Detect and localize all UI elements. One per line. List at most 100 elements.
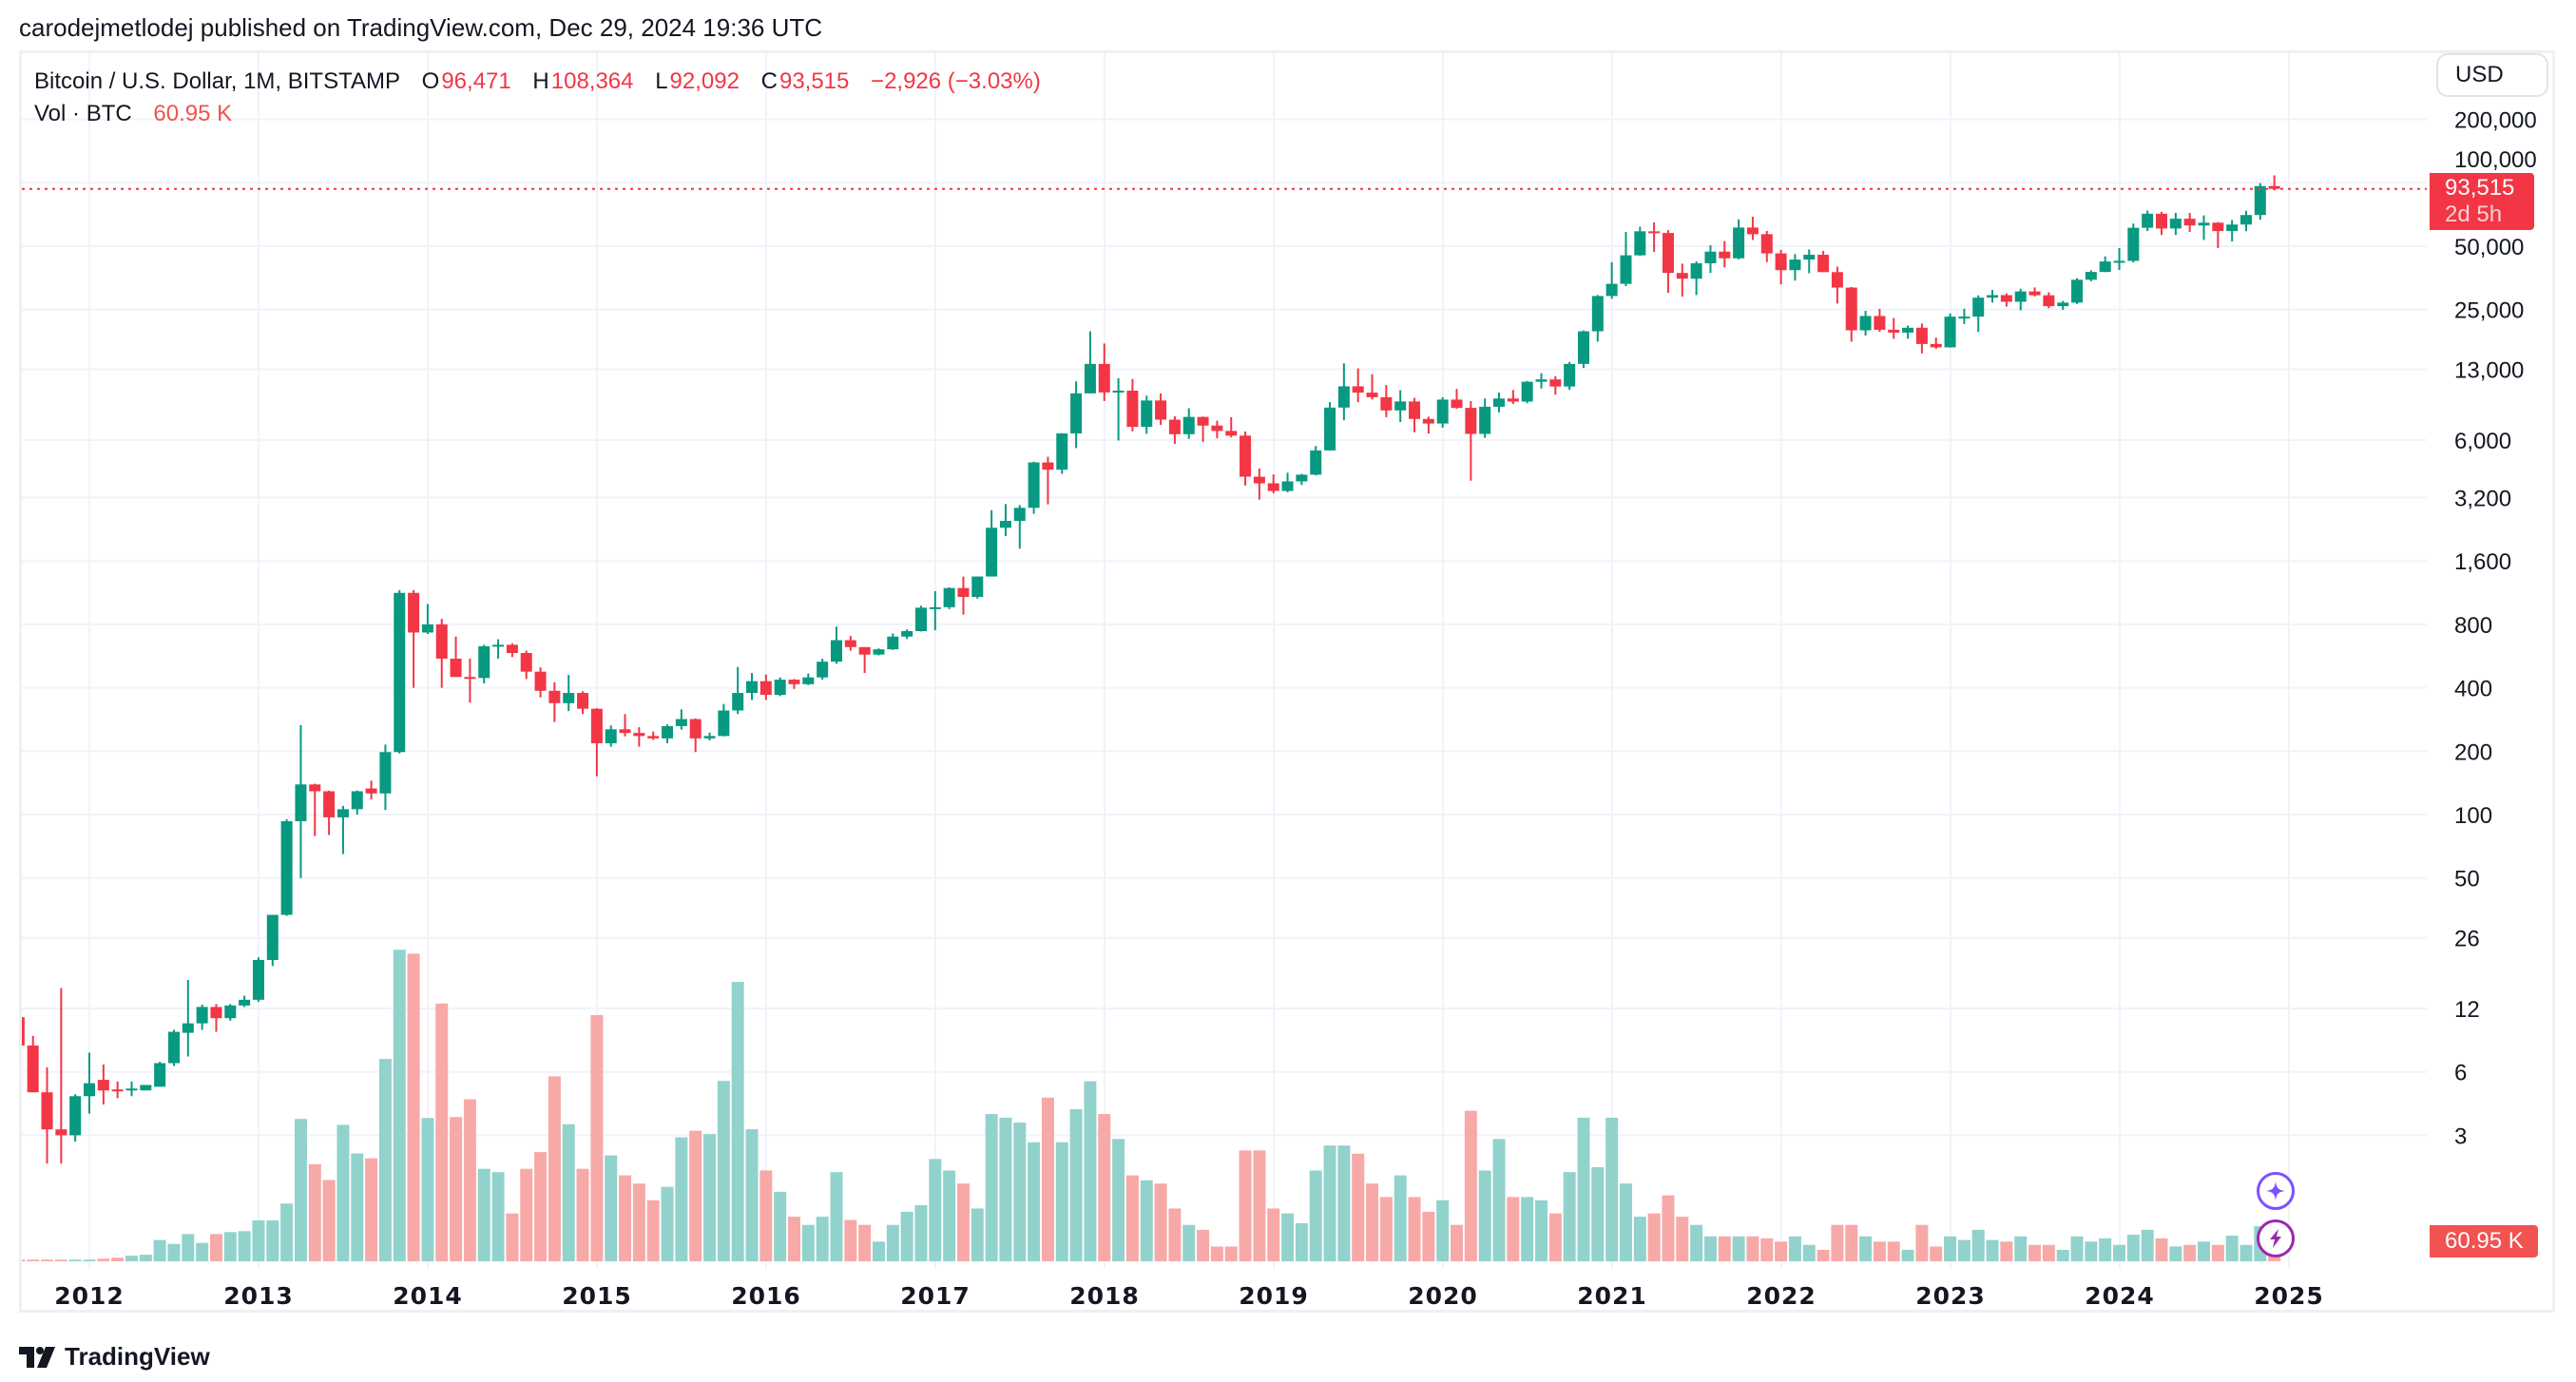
candle-body	[1168, 419, 1181, 434]
candle-body	[1915, 327, 1928, 344]
candle-body	[1394, 401, 1407, 411]
candle-body	[1479, 406, 1491, 434]
candle-body	[619, 729, 631, 734]
tradingview-logo[interactable]: TradingView	[19, 1342, 210, 1372]
candle-body	[351, 791, 363, 810]
volume-bar	[956, 1183, 970, 1261]
candle-body	[1366, 393, 1378, 397]
volume-bar	[1930, 1246, 1943, 1261]
candle-body	[858, 646, 871, 655]
volume-bar	[1492, 1139, 1506, 1261]
volume-bar	[41, 1259, 54, 1261]
volume-bar	[111, 1257, 125, 1261]
candle-body	[450, 658, 462, 678]
lightning-button[interactable]	[2257, 1219, 2295, 1257]
sparkle-button[interactable]	[2257, 1172, 2295, 1210]
candle-body	[1324, 407, 1336, 451]
candle-body	[365, 788, 377, 794]
candle-body	[154, 1063, 166, 1087]
candle-body	[492, 644, 505, 647]
change-value: −2,926 (−3.03%)	[871, 68, 1041, 94]
candle-body	[1211, 425, 1223, 432]
close-label: C	[760, 68, 778, 94]
volume-bar	[125, 1256, 138, 1261]
price-tick-label: 800	[2454, 613, 2492, 639]
symbol-title[interactable]: Bitcoin / U.S. Dollar, 1M, BITSTAMP	[34, 68, 400, 94]
volume-bar	[153, 1239, 166, 1261]
candle-body	[1775, 253, 1787, 271]
candle-body	[718, 710, 730, 737]
volume-bar	[1690, 1224, 1703, 1261]
volume-bar	[2169, 1246, 2182, 1261]
candle-body	[2212, 222, 2224, 232]
volume-bar	[1140, 1180, 1153, 1261]
volume-bar	[703, 1134, 717, 1261]
currency-button[interactable]: USD	[2436, 53, 2548, 97]
volume-bar	[1366, 1183, 1379, 1261]
candle-body	[309, 784, 321, 792]
volume-bar	[2198, 1241, 2210, 1261]
volume-bar	[407, 953, 420, 1261]
volume-bar	[1013, 1123, 1027, 1261]
candle-body	[1972, 298, 1985, 317]
volume-bar	[351, 1153, 364, 1261]
candle-body	[2000, 295, 2012, 302]
candle-body	[548, 690, 561, 703]
sparkle-icon	[2266, 1181, 2285, 1200]
candle-body	[182, 1023, 194, 1033]
volume-bar	[1154, 1183, 1167, 1261]
candle-body	[435, 624, 448, 659]
candle-body	[2127, 227, 2140, 261]
volume-bar	[1548, 1213, 1562, 1261]
candle-body	[506, 644, 518, 654]
volume-bar	[196, 1242, 209, 1261]
candle-body	[689, 719, 702, 739]
candle-body	[1803, 255, 1816, 260]
volume-bar	[2155, 1238, 2168, 1261]
candle-body	[1352, 386, 1364, 393]
volume-bar	[2113, 1244, 2126, 1261]
volume-bar	[2099, 1238, 2112, 1261]
candle-body	[1042, 462, 1054, 470]
candle-body	[1155, 400, 1167, 420]
candle-body	[1493, 398, 1505, 407]
volume-bar	[1197, 1229, 1210, 1261]
volume-bar	[774, 1191, 787, 1261]
time-tick-label: 2024	[2085, 1282, 2155, 1310]
volume-bar	[2240, 1244, 2253, 1261]
volume-bar	[1788, 1236, 1801, 1261]
volume-bar	[886, 1224, 899, 1261]
candle-body	[140, 1084, 152, 1091]
volume-bar	[1352, 1153, 1365, 1261]
candle-body	[1013, 508, 1026, 522]
volume-bar	[1281, 1213, 1295, 1261]
candle-body	[421, 624, 433, 633]
candle-body	[478, 645, 490, 679]
volume-bar	[1563, 1172, 1576, 1261]
candle-body	[97, 1080, 109, 1091]
volume-bar	[506, 1213, 519, 1261]
time-tick-label: 2013	[223, 1282, 294, 1310]
candle-body	[520, 653, 532, 672]
volume-bar	[2042, 1244, 2055, 1261]
volume-bar	[477, 1168, 490, 1261]
volume-bar	[1732, 1236, 1745, 1261]
price-axis[interactable]: 200,000 100,000 50,000 25,000 13,000 6,000 3,2…	[2454, 108, 2537, 1150]
candle-body	[167, 1031, 180, 1064]
candle-body	[929, 606, 941, 609]
candle-body	[1676, 273, 1688, 279]
volume-bar	[167, 1243, 181, 1261]
volume-title[interactable]: Vol · BTC	[34, 101, 132, 126]
volume-bar	[1957, 1239, 1970, 1261]
volume-bar	[1591, 1166, 1605, 1261]
volume-bar	[280, 1203, 294, 1261]
volume-bar	[139, 1255, 152, 1261]
time-axis[interactable]: 2012 2013 2014 2015 2016 2017 2018 2019 2020 2021…	[54, 1282, 2324, 1310]
volume-bar	[2141, 1229, 2154, 1261]
time-tick-label: 2017	[900, 1282, 971, 1310]
legend-volume: Vol · BTC 60.95 K	[34, 101, 234, 127]
candle-body	[379, 752, 392, 794]
candle-body	[1451, 399, 1463, 409]
volume-bar	[759, 1170, 773, 1261]
